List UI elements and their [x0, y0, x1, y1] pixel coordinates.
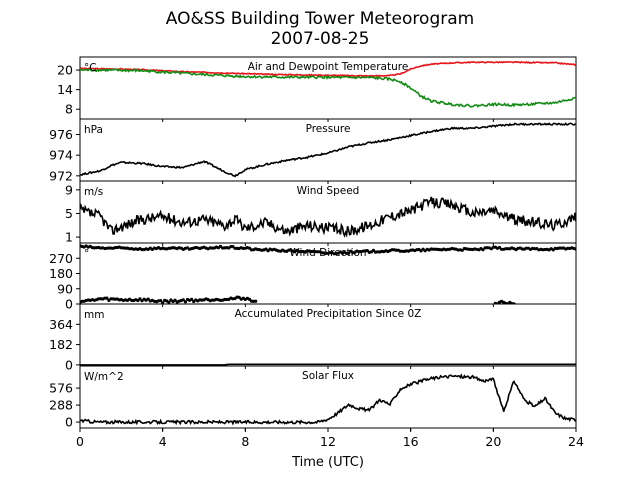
point-wind-direction	[347, 251, 351, 255]
ytick-label-temperature: 14	[57, 82, 73, 97]
point-wind-direction	[105, 296, 109, 300]
series-wind-direction-0	[80, 244, 576, 256]
ytick-label-wind-speed: 1	[65, 230, 73, 245]
xtick-label: 12	[320, 434, 336, 449]
ytick-label-wind-direction: 0	[65, 297, 73, 312]
point-wind-direction	[159, 299, 163, 303]
unit-label-precipitation: mm	[84, 309, 104, 321]
x-axis: 0 4 8 12 16 20 24	[76, 428, 584, 449]
ytick-label-precipitation: 0	[65, 357, 73, 372]
unit-label-wind-direction: °	[84, 248, 89, 260]
xtick-label: 8	[241, 434, 249, 449]
panel-wind-speed: 1 5 9 m/s Wind Speed	[65, 180, 577, 246]
point-wind-direction	[181, 298, 185, 302]
ytick-label-solar-flux: 0	[65, 415, 73, 430]
unit-label-wind-speed: m/s	[84, 186, 103, 198]
ytick-label-wind-direction: 270	[49, 251, 73, 266]
xtick-label: 20	[485, 434, 501, 449]
xtick-label: 4	[159, 434, 167, 449]
ytick-label-temperature: 8	[65, 102, 73, 117]
point-wind-direction	[481, 248, 485, 252]
panel-title-precipitation: Accumulated Precipitation Since 0Z	[235, 308, 422, 320]
ytick-label-pressure: 976	[49, 127, 73, 142]
panel-title-pressure: Pressure	[306, 123, 351, 135]
point-wind-direction	[574, 247, 576, 251]
point-wind-direction	[190, 297, 194, 301]
ytick-label-temperature: 20	[57, 63, 73, 78]
figure-title-line2: 2007-08-25	[271, 29, 370, 49]
panel-title-solar-flux: Solar Flux	[302, 370, 354, 382]
point-wind-direction	[183, 300, 187, 304]
ytick-label-wind-speed: 5	[65, 206, 73, 221]
xtick-label: 24	[568, 434, 584, 449]
ytick-label-pressure: 972	[49, 168, 73, 183]
xtick-label: 16	[403, 434, 419, 449]
point-wind-direction	[460, 248, 464, 252]
series-line-pressure-0	[80, 122, 576, 178]
series-line-wind-speed-0	[80, 196, 576, 238]
ytick-label-precipitation: 182	[49, 337, 73, 352]
point-wind-direction	[161, 301, 165, 304]
series-wind-direction-1	[80, 295, 516, 304]
panel-solar-flux: 0 288 576 W/m^2 Solar Flux	[49, 365, 577, 431]
xtick-label: 0	[76, 434, 84, 449]
panel-title-wind-direction: Wind Direction	[289, 247, 366, 259]
ytick-label-wind-direction: 180	[49, 266, 73, 281]
unit-label-temperature: °C	[84, 62, 97, 74]
point-wind-direction	[167, 300, 171, 304]
ytick-label-solar-flux: 288	[49, 398, 73, 413]
panel-title-wind-speed: Wind Speed	[297, 185, 360, 197]
x-axis-label: Time (UTC)	[291, 455, 364, 470]
point-wind-direction	[138, 297, 142, 301]
panel-temperature: 8 14 20 °C Air and Dewpoint Temperature	[57, 56, 577, 122]
point-wind-direction	[497, 245, 502, 250]
figure-title-line1: AO&SS Building Tower Meteorogram	[166, 9, 474, 29]
panel-title-temperature: Air and Dewpoint Temperature	[248, 61, 409, 73]
point-wind-direction	[146, 297, 150, 301]
ytick-label-precipitation: 364	[49, 317, 73, 332]
ytick-label-pressure: 974	[49, 148, 73, 163]
unit-label-pressure: hPa	[84, 124, 103, 136]
ytick-label-wind-speed: 9	[65, 182, 73, 197]
series-line-solar-flux-0	[80, 373, 576, 426]
ytick-label-solar-flux: 576	[49, 381, 73, 396]
panel-precipitation: 0 182 364 mm Accumulated Precipitation Since…	[49, 303, 577, 372]
series-line-precipitation-0	[80, 363, 576, 366]
ytick-label-wind-direction: 90	[57, 281, 73, 296]
series-line-temperature-1	[80, 67, 576, 108]
unit-label-solar-flux: W/m^2	[84, 371, 124, 383]
panel-pressure: 972 974 976 hPa Pressure	[49, 118, 577, 184]
point-wind-direction	[254, 299, 258, 303]
